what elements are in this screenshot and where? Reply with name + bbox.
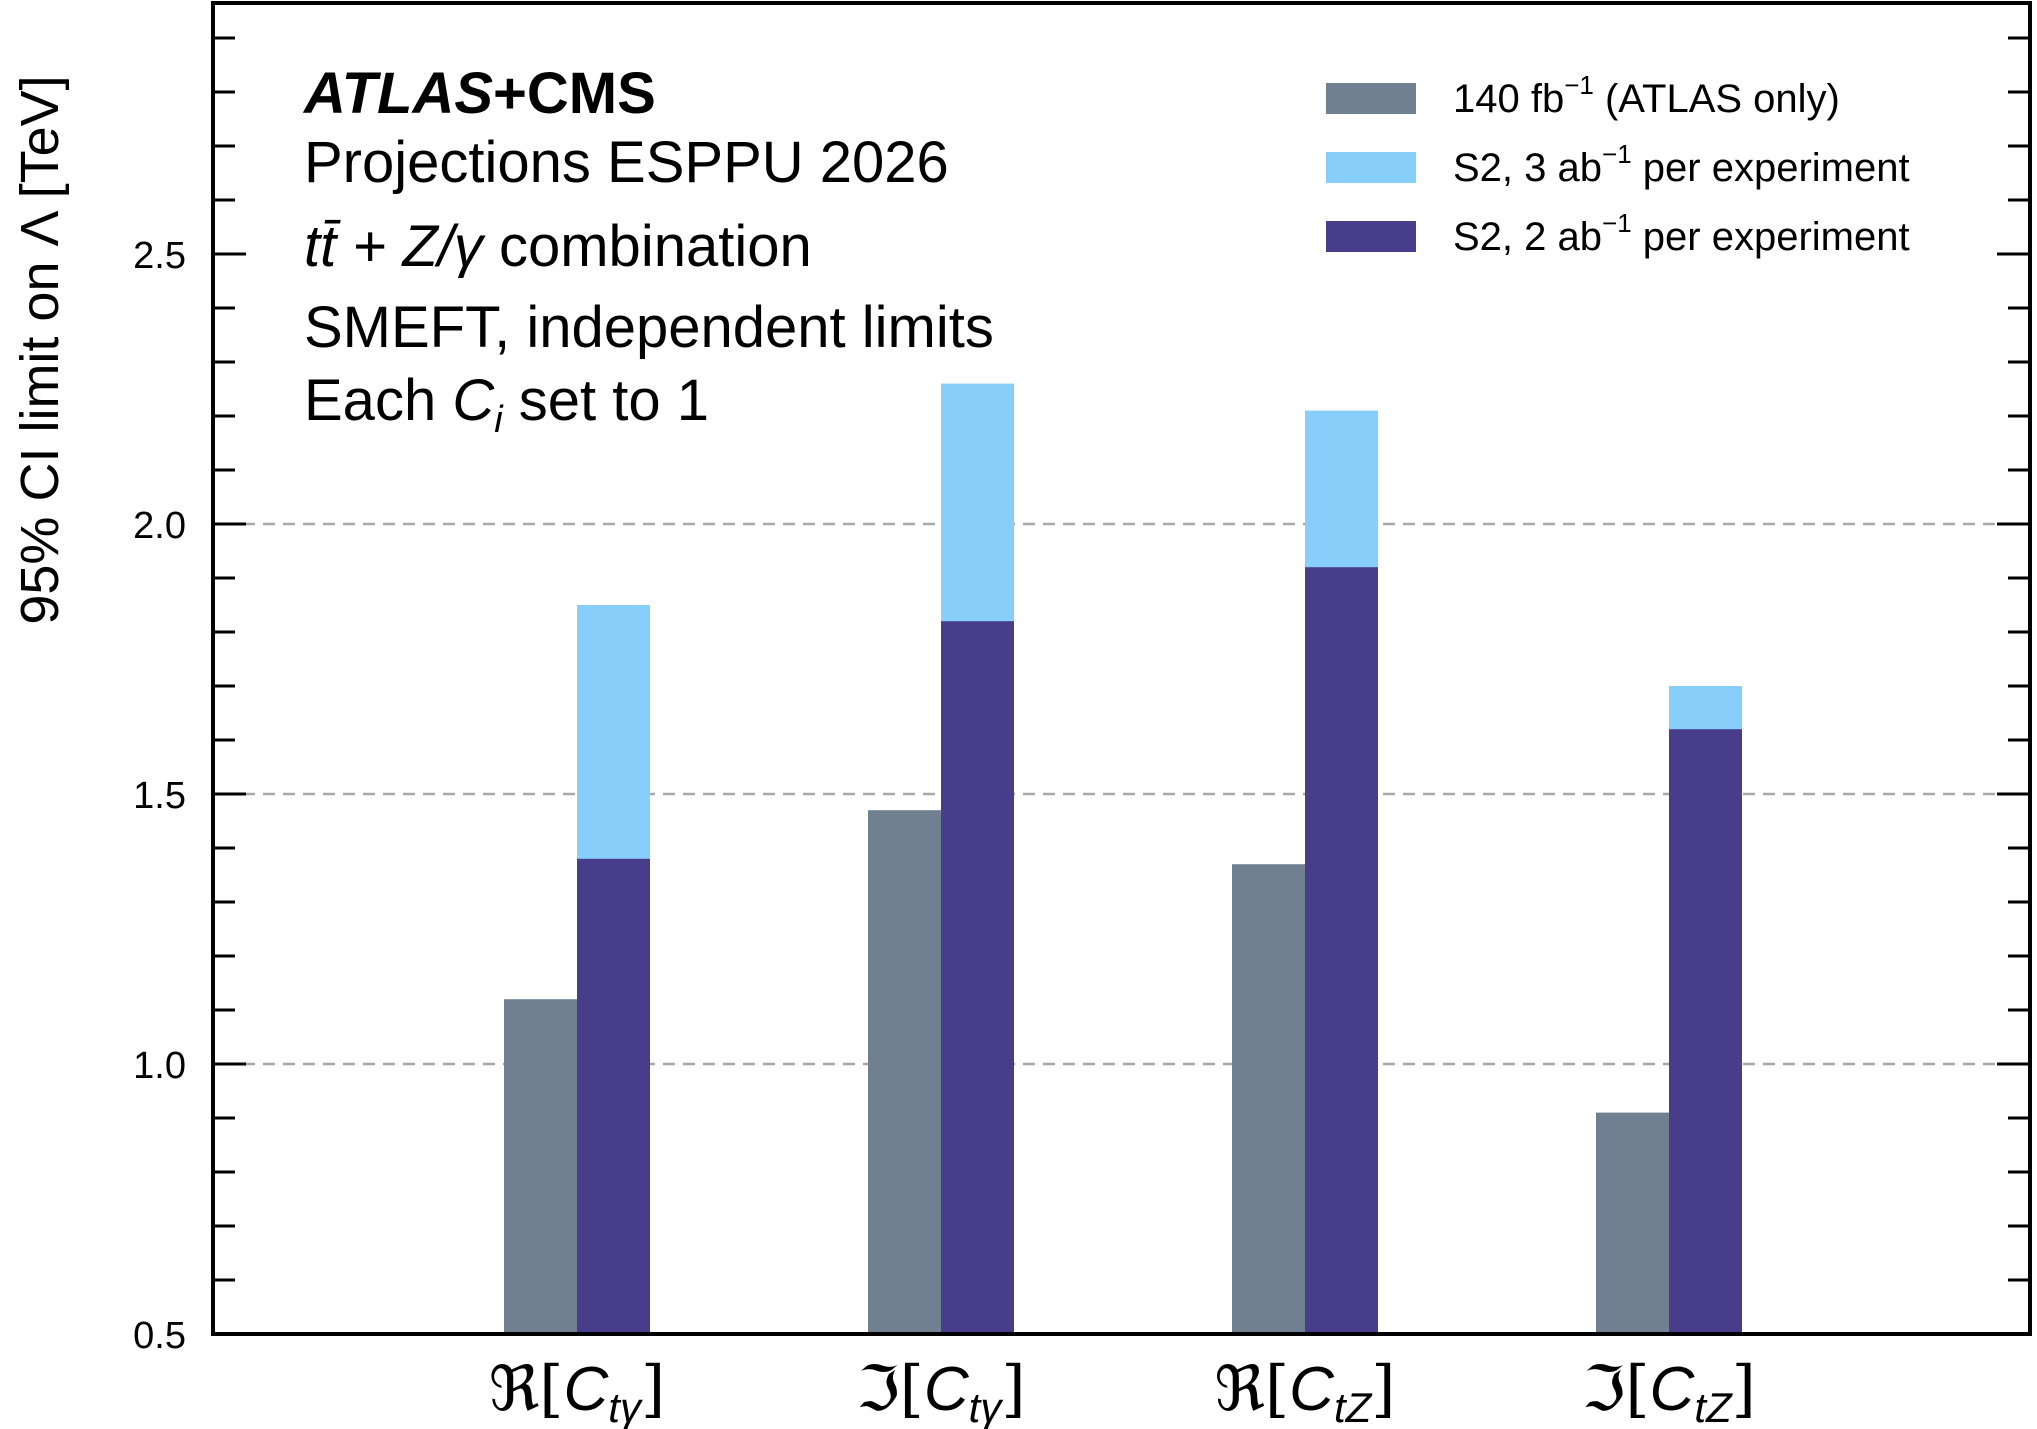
legend-swatch — [1326, 83, 1416, 114]
legend-label: S2, 3 ab−1 per experiment — [1453, 139, 1910, 190]
bars — [504, 383, 1742, 1335]
y-axis-label: 95% CI limit on Λ [TeV] — [10, 75, 70, 624]
y-tick-label: 2.5 — [133, 235, 186, 277]
y-tick-labels: 0.5 1.0 1.5 2.0 2.5 — [133, 235, 186, 1357]
bar-s2-2ab — [941, 621, 1014, 1334]
x-tick-label: ℜ[CtZ] — [1215, 1352, 1396, 1429]
bar-run2 — [868, 810, 941, 1334]
x-tick-label: ℜ[Ctγ] — [489, 1352, 665, 1429]
legend: 140 fb−1 (ATLAS only) S2, 3 ab−1 per expe… — [1326, 70, 1910, 259]
bar-s2-2ab — [1669, 729, 1742, 1334]
legend-swatch — [1326, 221, 1416, 252]
annotation-line-4: Each Ci set to 1 — [304, 368, 709, 441]
x-tick-labels: ℜ[Ctγ] ℑ[Ctγ] ℜ[CtZ] ℑ[CtZ] — [489, 1352, 1756, 1429]
x-tick-label: ℑ[Ctγ] — [856, 1352, 1025, 1429]
y-tick-label: 1.0 — [133, 1045, 186, 1087]
y-tick-label: 0.5 — [133, 1315, 186, 1357]
plot-frame — [211, 1, 2032, 1336]
legend-label: 140 fb−1 (ATLAS only) — [1453, 70, 1840, 121]
annotation: ATLAS+CMS Projections ESPPU 2026 tt̄ + Z… — [302, 61, 994, 441]
bar-s2-2ab — [1305, 567, 1378, 1334]
annotation-line-2: tt̄ + Z/γ combination — [304, 214, 812, 279]
legend-swatch — [1326, 152, 1416, 183]
y-tick-label: 2.0 — [133, 505, 186, 547]
bar-run2 — [1232, 864, 1305, 1334]
annotation-line-3: SMEFT, independent limits — [304, 295, 994, 360]
legend-label: S2, 2 ab−1 per experiment — [1453, 208, 1910, 259]
bar-s2-2ab — [577, 858, 650, 1334]
experiment-label: ATLAS+CMS — [302, 61, 656, 126]
bar-run2 — [1596, 1112, 1669, 1334]
x-tick-label: ℑ[CtZ] — [1582, 1352, 1756, 1429]
annotation-line-1: Projections ESPPU 2026 — [304, 130, 949, 195]
y-tick-label: 1.5 — [133, 775, 186, 817]
bar-run2 — [504, 999, 577, 1334]
